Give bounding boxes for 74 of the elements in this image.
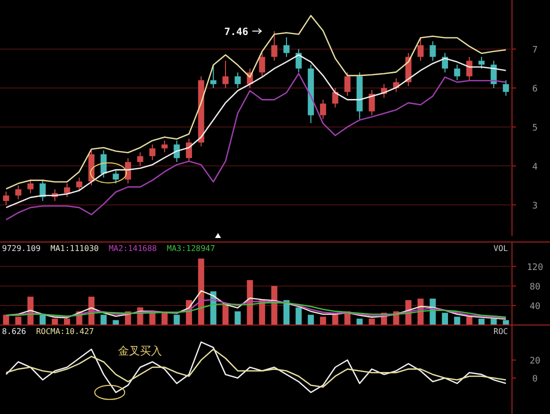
candlestick — [368, 89, 375, 116]
candlestick — [3, 191, 10, 206]
candlestick — [162, 140, 168, 153]
bar — [271, 286, 278, 325]
candlestick — [283, 36, 290, 58]
candlestick — [271, 30, 278, 62]
candlestick — [320, 99, 326, 120]
y-tick-label: 6 — [532, 84, 538, 95]
y-tick-label: 7 — [532, 46, 538, 56]
candlestick — [344, 72, 350, 96]
annotation: 9729.109 — [2, 244, 41, 253]
bar — [502, 320, 509, 325]
line-series — [5, 341, 507, 394]
chart-title: ROC — [494, 327, 508, 336]
candlestick — [100, 150, 107, 178]
bar — [64, 318, 70, 325]
candlestick — [27, 179, 34, 194]
annotation: 金叉买入 — [118, 344, 162, 358]
text: MA1:111030 — [50, 244, 99, 253]
candlestick — [502, 80, 509, 96]
bar — [356, 318, 363, 325]
candlestick — [149, 144, 156, 161]
candlestick — [210, 64, 216, 89]
candlestick — [112, 169, 119, 184]
bar — [283, 300, 290, 325]
y-tick-label: 40 — [530, 302, 540, 312]
y-tick-label: 5 — [532, 123, 538, 134]
y-tick-label: 0 — [532, 374, 538, 385]
bar — [478, 318, 485, 325]
bar — [162, 312, 168, 325]
y-tick-label: 3 — [532, 201, 538, 212]
candlestick — [466, 56, 472, 81]
bar — [112, 320, 119, 325]
bar — [308, 314, 314, 325]
bar — [296, 307, 302, 325]
text: 8.626 — [2, 327, 26, 336]
candlestick — [332, 88, 338, 108]
candlestick — [430, 40, 436, 62]
text: MA3:128947 — [166, 244, 216, 253]
text: MA2:141688 — [108, 244, 158, 253]
bar — [454, 316, 460, 325]
bar — [490, 318, 497, 325]
candlestick — [174, 140, 180, 163]
candlestick — [15, 184, 22, 200]
candlestick — [454, 64, 460, 81]
bar — [442, 312, 448, 325]
candlestick — [234, 72, 241, 89]
bar — [198, 258, 204, 325]
y-tick-label: 80 — [530, 282, 540, 292]
bar — [222, 304, 229, 325]
candlestick — [222, 60, 229, 89]
candlestick — [76, 177, 82, 192]
bar — [174, 314, 180, 325]
line-series — [5, 14, 507, 190]
candlestick — [137, 152, 144, 166]
bar — [234, 311, 241, 325]
bar — [368, 318, 375, 325]
bar — [466, 316, 472, 325]
bar — [332, 314, 338, 325]
bar — [52, 318, 58, 325]
bar — [15, 316, 22, 325]
annotation: 7.46 — [224, 27, 248, 38]
bar — [100, 314, 107, 325]
candlestick — [418, 36, 424, 62]
y-tick-label: 120 — [526, 262, 544, 273]
candlestick — [259, 52, 266, 77]
text: ROCMA:10.427 — [36, 327, 94, 336]
bar — [40, 314, 46, 325]
line-series — [5, 54, 507, 208]
candlestick — [64, 182, 70, 198]
chart-title: VOL — [494, 244, 508, 253]
y-tick-label: 20 — [530, 356, 540, 367]
bar — [320, 316, 326, 325]
y-tick-label: 4 — [532, 162, 538, 172]
